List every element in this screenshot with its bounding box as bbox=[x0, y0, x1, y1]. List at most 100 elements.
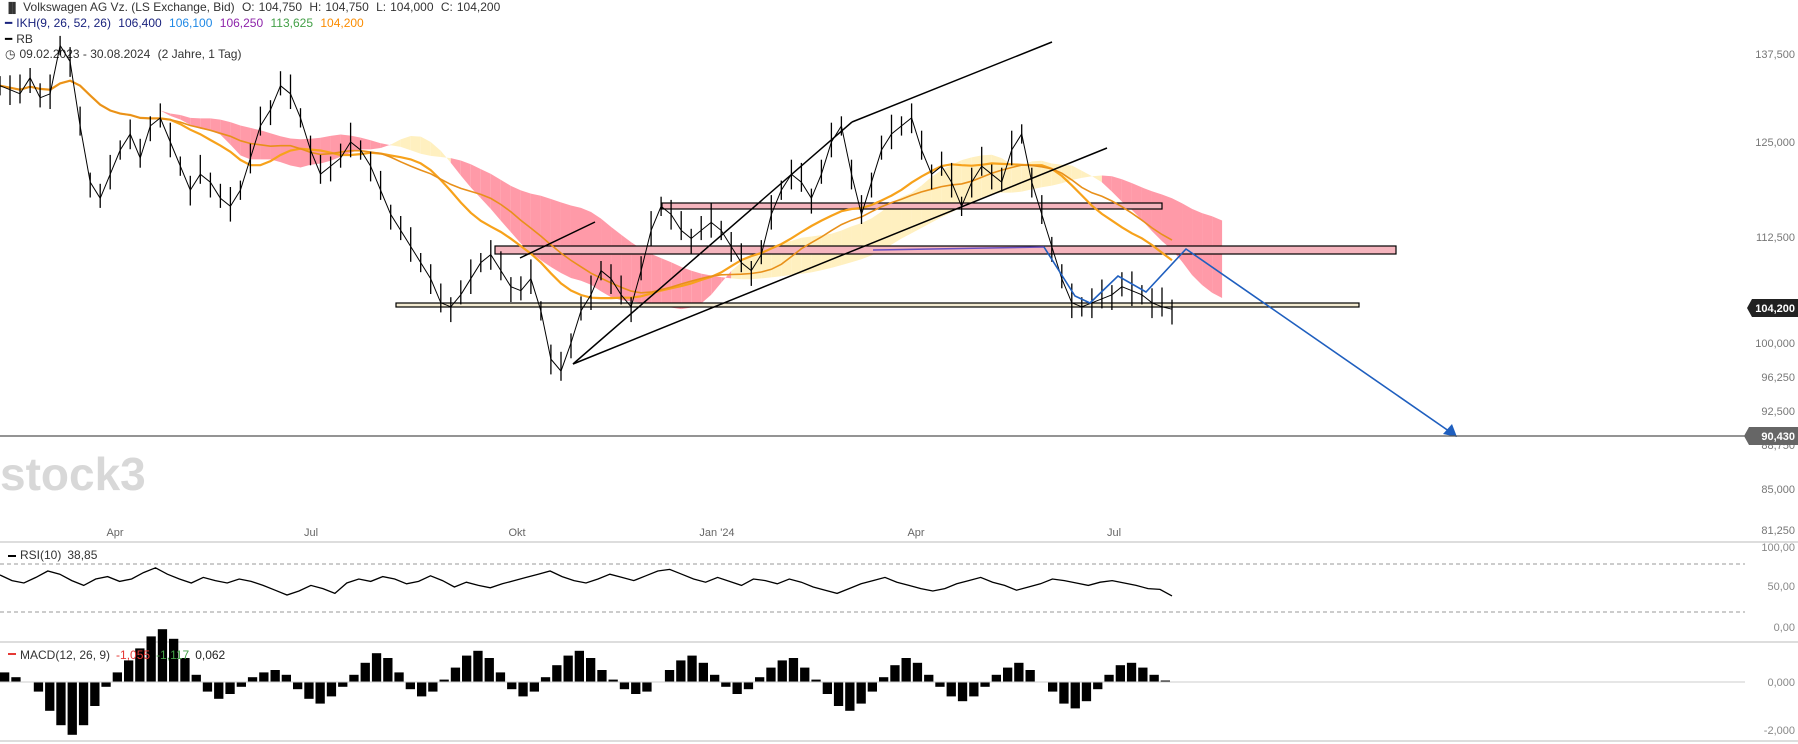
macd-bar bbox=[428, 682, 438, 692]
channel-short-line[interactable] bbox=[519, 221, 596, 259]
macd-bar bbox=[1138, 667, 1148, 682]
macd-bar bbox=[777, 660, 787, 682]
macd-bar bbox=[394, 672, 404, 682]
legend-close: 104,200 bbox=[456, 0, 501, 14]
projection-arrow-line[interactable] bbox=[1043, 246, 1457, 437]
macd-bar bbox=[1149, 674, 1159, 682]
cloud-segment bbox=[1161, 194, 1172, 250]
macd-bar bbox=[969, 682, 979, 697]
cloud-segment bbox=[150, 104, 161, 111]
cloud-segment bbox=[110, 80, 121, 84]
macd-label[interactable]: MACD(12, 26, 9) -1,055 -1,117 0,062 bbox=[20, 648, 226, 662]
macd-bar bbox=[495, 672, 506, 682]
macd-bar bbox=[135, 648, 145, 682]
resistance-zone-upper[interactable] bbox=[661, 202, 1163, 210]
macd-bar bbox=[247, 677, 258, 682]
macd-bar bbox=[304, 682, 314, 699]
macd-bar bbox=[957, 682, 968, 702]
cloud-segment bbox=[300, 138, 311, 168]
macd-bar bbox=[1104, 674, 1114, 682]
legend-close-label: C: bbox=[440, 0, 453, 14]
ikh-swatch-icon: ━ bbox=[5, 16, 13, 30]
cloud-segment bbox=[1131, 183, 1142, 221]
chart-type-icon[interactable]: ▐▌ bbox=[5, 3, 20, 14]
macd-bar bbox=[146, 636, 156, 682]
cloud-segment bbox=[190, 117, 201, 129]
legend-ikh-v5: 104,200 bbox=[320, 16, 364, 30]
legend-ikh-row[interactable]: ━ IKH(9, 26, 52, 26) 106,400 106,100 106,… bbox=[5, 16, 368, 30]
macd-bar bbox=[822, 682, 832, 694]
legend-ikh-v3: 106,250 bbox=[219, 16, 264, 30]
cloud-segment bbox=[120, 80, 131, 86]
macd-bar bbox=[924, 674, 934, 682]
macd-bar bbox=[270, 670, 280, 682]
macd-bar bbox=[710, 674, 720, 682]
cloud-segment bbox=[140, 95, 151, 105]
cloud-segment bbox=[931, 170, 942, 223]
macd-bar bbox=[293, 682, 303, 690]
rb-swatch-icon: ━ bbox=[5, 32, 13, 46]
macd-bar bbox=[281, 674, 291, 682]
legend-high-label: H: bbox=[309, 0, 322, 14]
macd-bar bbox=[1048, 682, 1058, 692]
macd-histogram[interactable] bbox=[0, 629, 1170, 735]
x-tick-jul-2024: Jul bbox=[1107, 527, 1121, 539]
macd-bar bbox=[833, 682, 844, 706]
cloud-segment bbox=[490, 173, 501, 221]
cloud-segment bbox=[370, 140, 381, 150]
macd-bar bbox=[879, 677, 889, 682]
channel-upper-line[interactable] bbox=[572, 121, 853, 365]
legend-instrument: Volkswagen AG Vz. (LS Exchange, Bid) bbox=[23, 0, 235, 14]
target-price-tag: 90,430 bbox=[1761, 431, 1795, 443]
cloud-segment bbox=[160, 110, 171, 116]
macd-bar bbox=[574, 650, 584, 682]
cloud-segment bbox=[380, 143, 391, 149]
macd-bar bbox=[631, 682, 641, 694]
horizontal-marker-line[interactable] bbox=[872, 246, 1045, 251]
price-line[interactable] bbox=[0, 44, 1173, 373]
channel-upper-line-ext[interactable] bbox=[851, 41, 1053, 123]
macd-tick-0: 0,000 bbox=[1767, 677, 1795, 689]
cloud-segment bbox=[310, 137, 321, 165]
cloud-segment bbox=[611, 226, 622, 301]
cloud-segment bbox=[711, 275, 722, 295]
y-tick-92500: 92,500 bbox=[1761, 406, 1795, 418]
legend-range: 09.02.2023 - 30.08.2024 bbox=[19, 47, 151, 61]
macd-bar bbox=[462, 655, 472, 682]
cloud-segment bbox=[330, 134, 341, 161]
macd-bar bbox=[642, 682, 652, 692]
x-tick-apr-2024: Apr bbox=[907, 527, 924, 539]
cloud-segment bbox=[701, 273, 712, 304]
rsi-label[interactable]: RSI(10) 38,85 bbox=[20, 548, 98, 562]
channel-lower-line[interactable] bbox=[572, 147, 1108, 365]
legend-rb-row[interactable]: ━ RB bbox=[5, 32, 37, 46]
macd-bar bbox=[845, 682, 855, 711]
x-tick-jan-2024: Jan '24 bbox=[699, 527, 734, 539]
macd-bar bbox=[664, 670, 675, 682]
macd-bar bbox=[721, 682, 731, 687]
macd-bar bbox=[191, 674, 201, 682]
resistance-zone-middle[interactable] bbox=[494, 245, 1397, 255]
macd-bar bbox=[755, 677, 765, 682]
cloud-segment bbox=[460, 160, 471, 188]
macd-bar bbox=[518, 682, 528, 697]
cloud-segment bbox=[430, 142, 441, 158]
rsi-line[interactable] bbox=[0, 567, 1173, 597]
cloud-segment bbox=[1121, 179, 1132, 211]
cloud-segment bbox=[621, 234, 632, 302]
macd-bar bbox=[67, 682, 77, 735]
support-zone[interactable] bbox=[395, 302, 1360, 308]
macd-bar bbox=[439, 679, 449, 682]
macd-bar bbox=[349, 674, 359, 682]
y-tick-125000: 125,000 bbox=[1755, 137, 1795, 149]
macd-bar bbox=[371, 653, 382, 682]
legend-range-row[interactable]: ◷ 09.02.2023 - 30.08.2024 (2 Jahre, 1 Tag… bbox=[5, 47, 245, 61]
moving-average-line-2[interactable] bbox=[0, 79, 1173, 294]
macd-bar bbox=[1093, 682, 1103, 690]
cloud-segment bbox=[530, 193, 541, 261]
macd-bar bbox=[473, 650, 483, 682]
cloud-segment bbox=[560, 202, 571, 279]
moving-average-line-1[interactable] bbox=[0, 79, 1173, 300]
cloud-segment bbox=[881, 202, 892, 251]
